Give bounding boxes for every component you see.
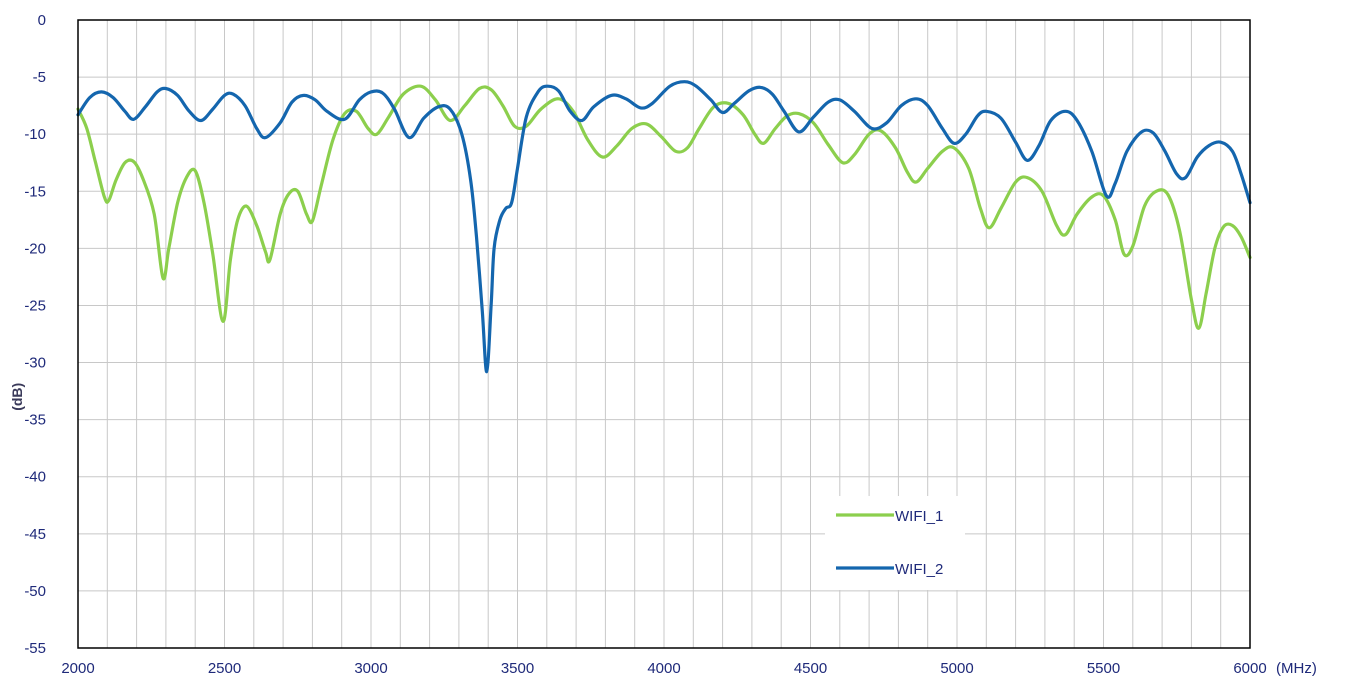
legend-entry-wifi-2: WIFI_2: [895, 561, 943, 578]
plot-frame: [77, 19, 1251, 649]
x-tick-label: 5000: [940, 660, 973, 677]
y-tick-label: -45: [24, 526, 46, 543]
x-tick-label: 5500: [1087, 660, 1120, 677]
y-tick-label: -55: [24, 640, 46, 657]
x-axis-unit-label: (MHz): [1276, 660, 1317, 677]
y-tick-label: -30: [24, 355, 46, 372]
x-tick-label: 3500: [501, 660, 534, 677]
y-tick-label: -40: [24, 469, 46, 486]
legend: WIFI_1 WIFI_2: [825, 496, 965, 590]
x-tick-label: 2000: [61, 660, 94, 677]
y-tick-label: -15: [24, 183, 46, 200]
x-tick-label: 4500: [794, 660, 827, 677]
series-line-wifi-2: [76, 80, 1252, 374]
series: [76, 80, 1252, 374]
y-axis-label: (dB): [9, 383, 25, 411]
y-tick-label: -5: [33, 69, 46, 86]
series-line-wifi-1: [76, 84, 1252, 330]
grid: [78, 20, 1250, 648]
y-tick-label: -35: [24, 412, 46, 429]
legend-box: [825, 496, 965, 590]
y-tick-label: -25: [24, 297, 46, 314]
y-tick-label: 0: [38, 12, 46, 29]
x-tick-label: 2500: [208, 660, 241, 677]
x-tick-label: 3000: [354, 660, 387, 677]
tick-labels: 0 -5 -10 -15 -20 -25 -30 -35 -40 -45 -50 -55 2000 250…: [24, 12, 1266, 677]
x-tick-label: 6000: [1233, 660, 1266, 677]
y-tick-label: -20: [24, 240, 46, 257]
legend-entry-wifi-1: WIFI_1: [895, 508, 943, 525]
y-tick-label: -50: [24, 583, 46, 600]
x-tick-label: 4000: [647, 660, 680, 677]
y-tick-label: -10: [24, 126, 46, 143]
